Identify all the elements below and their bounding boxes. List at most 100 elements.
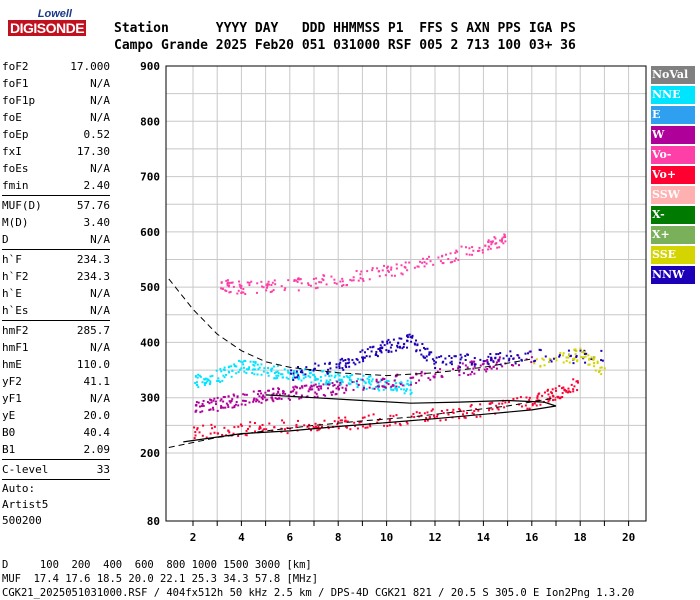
echo-point-nne [403,384,406,387]
echo-point-w [288,398,291,401]
echo-point-nnw [558,354,561,357]
echo-point-nnw [464,354,467,357]
echo-point-nne [273,377,276,380]
param-note: Artist5 [2,498,49,511]
legend-item: W [651,126,695,144]
echo-point-vo- [464,246,467,249]
echo-point-w [309,388,312,391]
echo-point-nnw [508,357,511,360]
legend-item: Vo- [651,146,695,164]
echo-point-w [209,398,212,401]
echo-point-vo+ [550,391,553,394]
echo-point-w [195,401,198,404]
echo-point-nne [349,382,352,385]
echo-point-vo- [460,245,463,248]
echo-point-nnw [339,361,342,364]
echo-point-vo- [262,286,265,289]
echo-point-vo+ [194,434,197,437]
echo-point-nnw [341,357,344,360]
echo-point-vo+ [412,412,415,415]
echo-point-vo+ [346,420,349,423]
echo-point-vo+ [258,425,261,428]
echo-point-nne [201,381,204,384]
echo-point-w [225,402,228,405]
echo-point-vo+ [213,431,216,434]
echo-point-vo+ [556,396,559,399]
echo-point-nnw [387,349,390,352]
footer-file-info: CGK21_2025051031000.RSF / 404fx512h 50 k… [2,587,635,599]
echo-point-vo+ [263,428,266,431]
echo-point-w [310,384,313,387]
echo-point-nne [276,376,279,379]
echo-point-nnw [422,356,425,359]
echo-point-w [222,396,225,399]
echo-point-nne [302,373,305,376]
echo-point-nnw [425,359,428,362]
echo-point-nnw [397,342,400,345]
echo-point-vo- [378,270,381,273]
echo-point-sse [596,362,599,365]
echo-point-vo- [499,239,502,242]
echo-point-w [245,393,248,396]
param-row: C-level 33 [2,461,110,478]
echo-point-w [214,400,217,403]
echo-point-vo+ [356,427,359,430]
echo-point-vo+ [497,408,500,411]
echo-point-vo+ [249,421,252,424]
echo-point-vo+ [361,425,364,428]
echo-point-w [300,396,303,399]
x-tick-label: 18 [574,531,587,544]
echo-point-w [200,404,203,407]
echo-point-nne [367,380,370,383]
echo-point-vo+ [507,401,510,404]
echo-point-vo- [226,284,229,287]
echo-point-nnw [533,360,536,363]
echo-point-w [351,381,354,384]
echo-point-nne [196,376,199,379]
echo-point-w [320,387,323,390]
echo-point-nne [403,392,406,395]
echo-point-w [464,364,467,367]
echo-point-nne [340,379,343,382]
echo-point-vo+ [425,417,428,420]
echo-point-sse [542,358,545,361]
echo-point-w [295,391,298,394]
echo-point-vo- [477,250,480,253]
echo-point-nnw [363,356,366,359]
echo-point-w [287,397,290,400]
echo-point-vo+ [472,413,475,416]
param-label: C-level [2,463,49,476]
echo-point-vo- [439,260,442,263]
param-label: B1 [2,443,16,456]
echo-point-nnw [388,341,391,344]
echo-point-vo+ [359,420,362,423]
echo-point-nne [321,370,324,373]
param-value: N/A [90,341,110,354]
footer: D 100 200 400 600 800 1000 1500 3000 [km… [2,558,634,600]
echo-point-nnw [416,344,419,347]
echo-point-w [432,375,435,378]
echo-point-w [222,406,225,409]
echo-point-w [312,384,315,387]
echo-point-nnw [434,367,437,370]
echo-point-nnw [347,358,350,361]
echo-point-nne [270,370,273,373]
echo-point-nne [355,382,358,385]
echo-point-vo+ [516,397,519,400]
echo-point-sse [592,357,595,360]
echo-point-nnw [341,367,344,370]
echo-point-nnw [389,346,392,349]
echo-point-w [272,400,275,403]
echo-point-w [518,364,521,367]
echo-point-nnw [385,349,388,352]
echo-point-nne [245,368,248,371]
echo-point-vo- [248,281,251,284]
echo-point-vo- [451,260,454,263]
echo-point-sse [583,351,586,354]
echo-point-w [324,394,327,397]
echo-point-vo+ [392,415,395,418]
echo-point-vo- [437,256,440,259]
echo-point-vo+ [321,425,324,428]
echo-point-w [326,387,329,390]
echo-point-w [232,393,235,396]
